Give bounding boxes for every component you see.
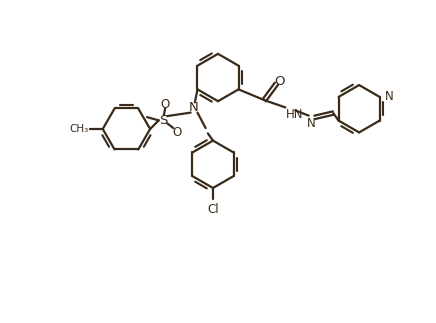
Text: N: N (189, 101, 199, 114)
Text: N: N (385, 90, 394, 103)
Text: Cl: Cl (207, 203, 219, 216)
Text: O: O (160, 98, 170, 110)
Text: HN: HN (286, 108, 303, 121)
Text: N: N (307, 117, 316, 130)
Text: CH₃: CH₃ (70, 124, 89, 134)
Text: O: O (275, 75, 285, 88)
Text: O: O (172, 126, 181, 139)
Text: S: S (159, 114, 167, 127)
